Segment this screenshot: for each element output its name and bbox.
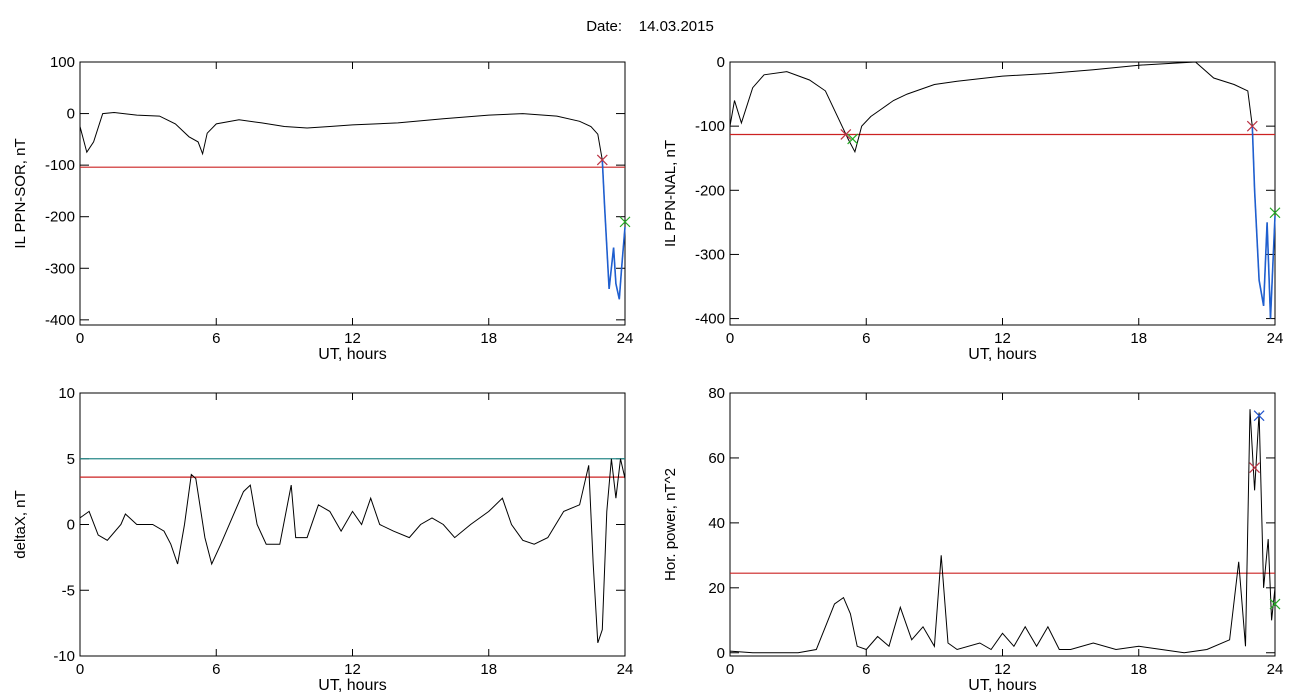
panel-2-marker-x [847,133,859,145]
panel-3-ytick-label: -5 [62,582,75,599]
panel-4-xtick-label: 18 [1130,661,1147,678]
panel-4-ylabel: Hor. power, nT^2 [662,468,679,581]
panel-1-xtick-label: 24 [617,330,634,347]
panel-2-xtick-label: 24 [1267,330,1284,347]
panel-3-ytick-label: 10 [58,385,75,402]
panel-3-ylabel: deltaX, nT [12,490,29,558]
panel-1-marker-x [596,154,608,166]
chart-header: Date: 14.03.2015 [0,18,1300,35]
panel-3-series-line [79,458,626,644]
panel-1-ylabel: IL PPN-SOR, nT [12,138,29,248]
panel-4-series-line [729,409,1276,654]
panel-1-ytick-label: -300 [45,260,75,277]
panel-4-marker-x [1269,598,1281,610]
panel-3-frame [79,392,626,657]
panel-2-ytick-label: -100 [695,118,725,135]
panel-1-xtick-label: 6 [212,330,220,347]
panel-1-xtick-label: 18 [480,330,497,347]
panel-4-marker-x [1253,410,1265,422]
panel-3-xtick-label: 6 [212,661,220,678]
panel-3-xtick-label: 12 [344,661,361,678]
panel-1-ytick-label: -400 [45,312,75,329]
panel-2-ytick-label: 0 [717,54,725,71]
panel-3-ytick-label: 0 [67,517,75,534]
panel-2-ytick-label: -200 [695,182,725,199]
panel-4-xlabel: UT, hours [968,677,1036,694]
panel-3-xtick-label: 0 [76,661,84,678]
panel-1-ytick-label: -200 [45,209,75,226]
panel-4-ytick-label: 20 [708,580,725,597]
panel-2-xtick-label: 6 [862,330,870,347]
panel-1-series-line [79,111,626,300]
panel-3-xtick-label: 24 [617,661,634,678]
panel-2-series-line [729,61,1276,319]
panel-1-ytick-label: 0 [67,106,75,123]
panel-2-marker-x [1246,120,1258,132]
panel-1-xtick-label: 12 [344,330,361,347]
panel-4-xtick-label: 12 [994,661,1011,678]
panel-2-xlabel: UT, hours [968,346,1036,363]
panel-2-marker-x [1269,207,1281,219]
panel-2-ylabel: IL PPN-NAL, nT [662,140,679,247]
panel-4-ytick-label: 60 [708,450,725,467]
panel-1-event-segment [601,159,626,300]
date-label: Date: [586,18,623,35]
panel-4-marker-x [1249,462,1260,474]
panel-1-xlabel: UT, hours [318,346,386,363]
panel-4-xtick-label: 0 [726,661,734,678]
panel-2-ytick-label: -400 [695,311,725,328]
panel-1-frame [79,61,626,326]
panel-1-xtick-label: 0 [76,330,84,347]
panel-3-ytick-label: -10 [53,648,75,665]
panel-4-xtick-label: 6 [862,661,870,678]
panel-1-ytick-label: 100 [50,54,75,71]
panel-2-marker-x [840,129,852,140]
panel-2-frame [729,61,1276,326]
panel-2-xtick-label: 18 [1130,330,1147,347]
panel-1-ytick-label: -100 [45,157,75,174]
panel-4-ytick-label: 0 [717,645,725,662]
panel-3-xtick-label: 18 [480,661,497,678]
panel-2-xtick-label: 12 [994,330,1011,347]
panel-4-frame [729,392,1276,657]
panel-2-xtick-label: 0 [726,330,734,347]
panel-1-marker-x [619,216,631,228]
panel-4-ytick-label: 40 [708,515,725,532]
panel-3-xlabel: UT, hours [318,677,386,694]
panel-2-event-segment [1251,126,1276,319]
panel-2-ytick-label: -300 [695,246,725,263]
date-value: 14.03.2015 [638,18,714,35]
panel-3-ytick-label: 5 [67,451,75,468]
panel-4-xtick-label: 24 [1267,661,1284,678]
panel-4-ytick-label: 80 [708,385,725,402]
